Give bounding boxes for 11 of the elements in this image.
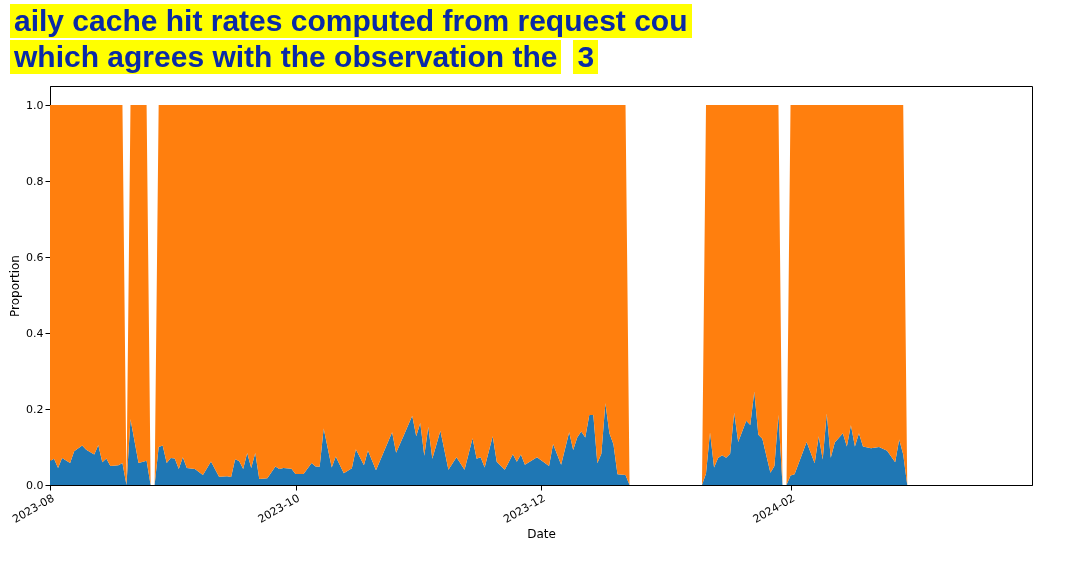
y-tick-label: 0.8 — [26, 174, 44, 188]
y-tick-label: 0.2 — [26, 402, 44, 416]
y-tick-label: 0.4 — [26, 326, 44, 340]
y-tick-label: 0.6 — [26, 250, 44, 264]
text: which agrees with the observation the — [10, 40, 562, 74]
text: 3 — [573, 40, 599, 74]
x-axis-title: Date — [527, 527, 556, 542]
y-tick-label: 1.0 — [26, 98, 44, 112]
y-tick-label: 0.0 — [26, 478, 44, 492]
text: aily cache hit rates computed from request cou — [10, 4, 692, 38]
y-axis-title: Proportion — [8, 255, 23, 317]
